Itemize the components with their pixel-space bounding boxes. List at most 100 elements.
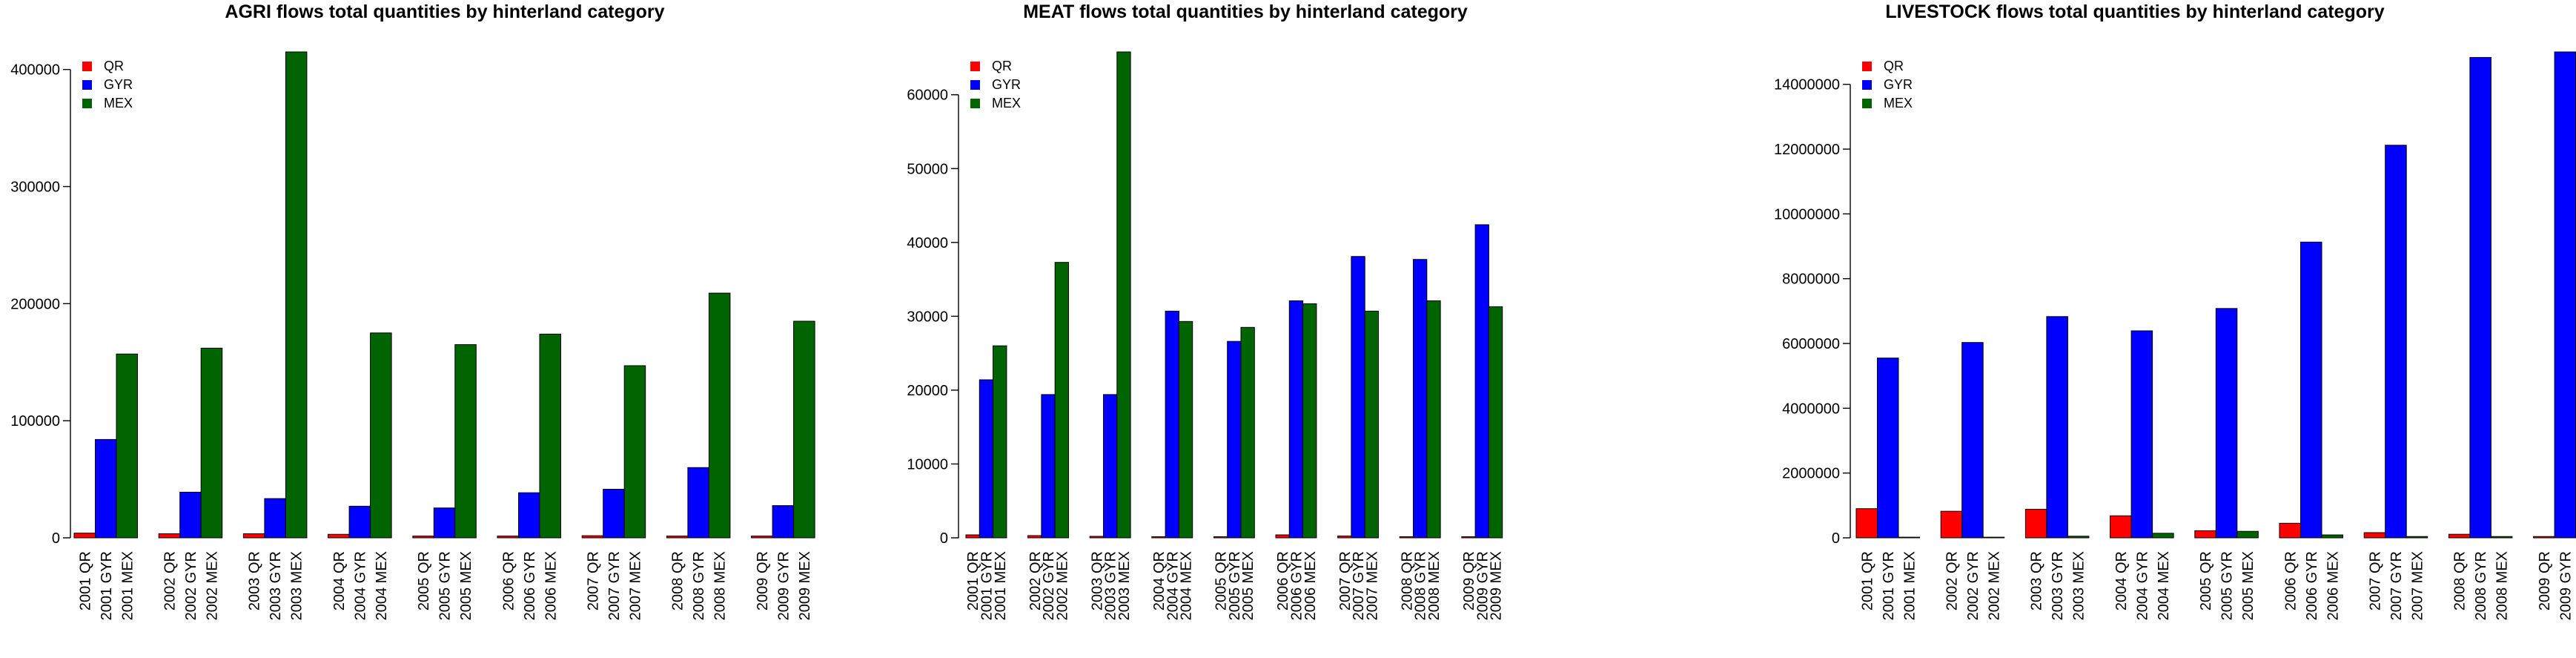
- bar-qr-2008: [1399, 536, 1414, 539]
- x-tick-label: 2006 QR: [500, 551, 517, 611]
- legend-swatch-gyr: [1862, 80, 1872, 90]
- x-tick-label: 2005 MEX: [2240, 551, 2257, 620]
- bar-qr-2002: [158, 533, 181, 539]
- bar-qr-2007: [1337, 536, 1352, 539]
- bar-gyr-2006: [2300, 241, 2322, 539]
- y-tick-label: 40000: [907, 235, 948, 251]
- x-tick-label: 2001 QR: [77, 551, 93, 611]
- chart-title: LIVESTOCK flows total quantities by hint…: [1885, 1, 2384, 22]
- x-tick-label: 2006 GYR: [2304, 551, 2320, 620]
- bar-gyr-2004: [2130, 330, 2153, 539]
- bar-mex-2002: [200, 347, 223, 539]
- x-tick-label: 2003 MEX: [1116, 551, 1133, 620]
- bar-gyr-2003: [2046, 316, 2068, 539]
- x-tick-label: 2003 MEX: [289, 551, 305, 620]
- x-tick-label: 2001 QR: [965, 551, 981, 611]
- bar-gyr-2001: [1877, 358, 1899, 539]
- x-tick-label: 2003 QR: [1089, 551, 1105, 611]
- bar-qr-2007: [581, 535, 604, 539]
- legend-label-gyr: GYR: [1884, 77, 1913, 92]
- x-tick-label: 2004 GYR: [352, 551, 368, 620]
- legend-swatch-mex: [1862, 99, 1872, 108]
- bar-qr-2001: [1855, 508, 1878, 539]
- x-tick-label: 2001 GYR: [99, 551, 115, 620]
- bar-gyr-2006: [1288, 300, 1304, 539]
- x-tick-label: 2009 QR: [755, 551, 771, 611]
- x-tick-label: 2009 QR: [1461, 551, 1477, 611]
- bar-gyr-2008: [2469, 56, 2491, 539]
- y-tick-label: 200000: [10, 296, 60, 312]
- legend-label-gyr: GYR: [992, 77, 1021, 92]
- legend-label-gyr: GYR: [104, 77, 133, 92]
- legend-label-mex: MEX: [992, 96, 1021, 111]
- x-tick-label: 2004 GYR: [2134, 551, 2150, 620]
- bar-mex-2005: [2236, 530, 2259, 539]
- x-tick-label: 2004 MEX: [2156, 551, 2172, 620]
- bar-mex-2009: [793, 320, 815, 539]
- x-tick-label: 2005 GYR: [1227, 551, 1243, 620]
- x-tick-label: 2006 QR: [1275, 551, 1291, 611]
- x-tick-label: 2003 QR: [247, 551, 263, 611]
- bar-qr-2002: [1027, 535, 1042, 539]
- bar-mex-2001: [116, 353, 138, 539]
- bar-mex-2005: [454, 344, 477, 539]
- y-tick-label: 10000: [907, 456, 948, 473]
- y-tick-label: 20000: [907, 383, 948, 399]
- legend-swatch-qr: [82, 62, 92, 71]
- bar-gyr-2007: [2385, 145, 2407, 539]
- bar-qr-2006: [1275, 534, 1290, 539]
- x-tick-label: 2008 MEX: [1426, 551, 1443, 620]
- bar-mex-2002: [1982, 536, 2005, 539]
- bar-qr-2005: [412, 536, 434, 539]
- bar-mex-2007: [623, 365, 646, 539]
- legend-swatch-gyr: [82, 80, 92, 90]
- y-tick-label: 10000000: [1774, 206, 1840, 223]
- bar-gyr-2006: [518, 492, 540, 539]
- x-tick-label: 2009 GYR: [1474, 551, 1491, 620]
- bar-mex-2002: [1054, 262, 1069, 539]
- x-tick-label: 2005 QR: [2198, 551, 2214, 611]
- bar-gyr-2005: [433, 507, 456, 539]
- bar-qr-2009: [1461, 536, 1476, 539]
- bar-gyr-2005: [2215, 308, 2238, 539]
- x-tick-label: 2004 QR: [1151, 551, 1168, 611]
- bar-gyr-2002: [1041, 394, 1056, 539]
- y-tick-label: 6000000: [1782, 336, 1840, 352]
- bar-gyr-2007: [603, 489, 625, 539]
- x-tick-label: 2006 GYR: [522, 551, 538, 620]
- bar-gyr-2001: [95, 438, 117, 539]
- x-tick-label: 2001 QR: [1859, 551, 1875, 611]
- bar-qr-2004: [1151, 536, 1166, 539]
- legend-label-qr: QR: [992, 59, 1012, 73]
- chart-title: MEAT flows total quantities by hinterlan…: [1023, 1, 1468, 22]
- bar-mex-2004: [370, 332, 392, 539]
- bar-qr-2005: [1213, 536, 1228, 539]
- legend-label-qr: QR: [104, 59, 124, 73]
- bar-qr-2009: [2533, 536, 2555, 539]
- legend-label-qr: QR: [1884, 59, 1904, 73]
- x-tick-label: 2006 GYR: [1288, 551, 1305, 620]
- x-tick-label: 2009 QR: [2537, 551, 2553, 611]
- x-tick-label: 2003 GYR: [268, 551, 284, 620]
- x-tick-label: 2005 MEX: [1240, 551, 1256, 620]
- x-tick-label: 2001 MEX: [1901, 551, 1918, 620]
- chart-title: AGRI flows total quantities by hinterlan…: [225, 1, 664, 22]
- bar-mex-2006: [1302, 303, 1317, 539]
- x-tick-label: 2008 QR: [670, 551, 686, 611]
- x-tick-label: 2005 QR: [416, 551, 432, 611]
- bar-gyr-2003: [1103, 394, 1118, 539]
- x-tick-label: 2004 GYR: [1165, 551, 1181, 620]
- y-tick-label: 100000: [10, 413, 60, 430]
- bar-gyr-2001: [979, 379, 994, 539]
- bar-mex-2003: [1116, 51, 1131, 539]
- bar-mex-2006: [539, 333, 561, 539]
- x-tick-label: 2001 GYR: [1881, 551, 1897, 620]
- legend-swatch-mex: [82, 99, 92, 108]
- x-tick-label: 2007 QR: [1337, 551, 1354, 611]
- x-tick-label: 2007 MEX: [627, 551, 643, 620]
- bar-qr-2001: [965, 534, 980, 539]
- bar-gyr-2009: [772, 505, 795, 539]
- x-tick-label: 2007 GYR: [2388, 551, 2405, 620]
- bar-gyr-2002: [179, 491, 202, 539]
